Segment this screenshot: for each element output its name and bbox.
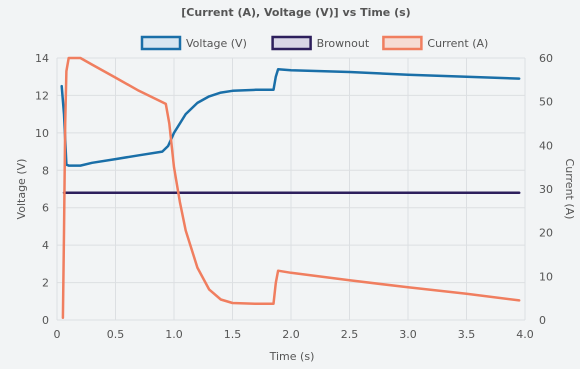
legend-label-3: Current (A) [427,37,488,50]
x-tick-label: 1.0 [165,328,183,341]
x-tick-label: 0.5 [107,328,125,341]
x-tick-label: 3.5 [458,328,476,341]
grid-layer [56,57,526,321]
y-axis-right-label: Current (A) [563,159,576,220]
legend-label-1: Voltage (V) [186,37,247,50]
y-left-tick-label: 12 [35,89,49,102]
x-axis-label: Time (s) [269,350,315,363]
legend-label-2: Brownout [317,37,370,50]
legend-swatch-1 [140,35,182,51]
chart-title: [Current (A), Voltage (V)] vs Time (s) [181,6,410,19]
y-right-tick-label: 10 [539,270,553,283]
legend: Voltage (V) Brownout Current (A) [140,35,488,51]
series-line-3 [61,56,521,320]
y-right-tick-label: 50 [539,96,553,109]
x-tick-label: 3.0 [399,328,417,341]
y-left-tick-label: 6 [42,202,49,215]
x-tick-label: 2.5 [341,328,359,341]
series-layer [60,56,521,320]
y-left-tick-label: 4 [42,239,49,252]
y-right-tick-label: 60 [539,52,553,65]
x-tick-label: 0 [54,328,61,341]
y-axis-left-label: Voltage (V) [15,159,28,220]
series-line-1 [60,67,521,167]
legend-swatch-2 [271,35,312,51]
x-tick-label: 1.5 [224,328,242,341]
y-right-tick-label: 20 [539,227,553,240]
y-left-tick-label: 10 [35,127,49,140]
y-right-tick-label: 40 [539,139,553,152]
y-right-tick-label: 30 [539,183,553,196]
x-tick-label: 2.0 [282,328,300,341]
y-left-tick-label: 8 [42,164,49,177]
y-left-tick-label: 0 [42,314,49,327]
y-left-tick-label: 2 [42,277,49,290]
legend-swatch-3 [382,35,423,51]
tick-layer: 0 2 4 6 8 10 12 14 0 10 20 30 40 50 60 0 0.5 1.0 1.5 2.0 2.5… [35,52,553,341]
y-left-tick-label: 14 [35,52,49,65]
y-right-tick-label: 0 [539,314,546,327]
x-tick-label: 4.0 [516,328,534,341]
